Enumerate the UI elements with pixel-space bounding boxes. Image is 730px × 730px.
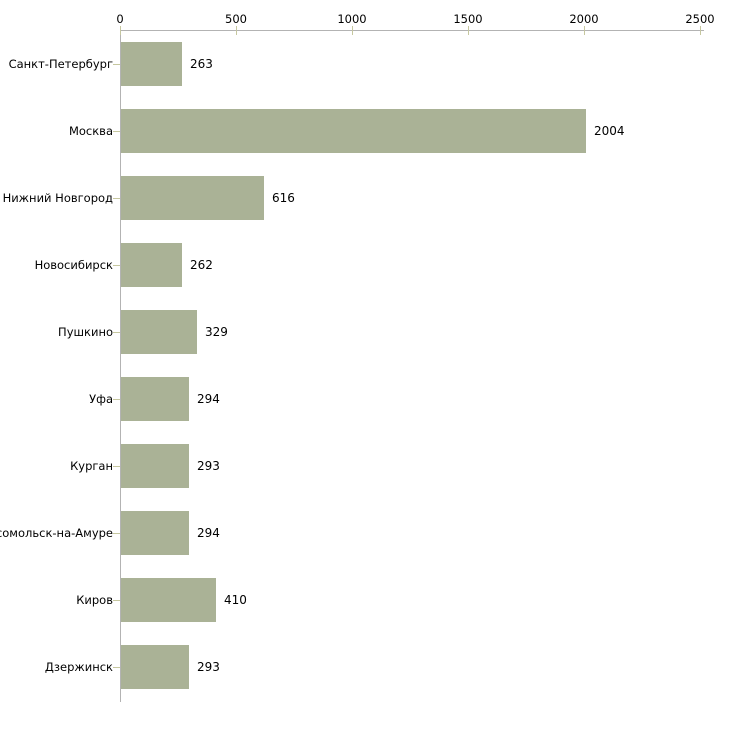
y-axis-tick-mark <box>113 600 120 601</box>
y-axis-tick-mark <box>113 265 120 266</box>
bar-value-label: 616 <box>272 191 295 205</box>
x-axis-tick-mark <box>236 26 237 35</box>
bar <box>121 243 182 287</box>
bar <box>121 310 197 354</box>
category-label: Уфа <box>89 392 113 406</box>
y-axis-tick-mark <box>113 667 120 668</box>
bar-value-label: 262 <box>190 258 213 272</box>
bar <box>121 444 189 488</box>
y-axis-tick-mark <box>113 64 120 65</box>
x-axis-tick-label: 2500 <box>685 12 715 26</box>
y-axis-line <box>120 30 121 702</box>
bar <box>121 109 586 153</box>
x-axis-tick-mark <box>468 26 469 35</box>
x-axis-tick-mark <box>700 26 701 35</box>
bar <box>121 42 182 86</box>
category-label: Курган <box>70 459 113 473</box>
x-axis-tick-label: 1000 <box>337 12 367 26</box>
category-label: мсомольск-на-Амуре <box>0 526 113 540</box>
bar <box>121 377 189 421</box>
y-axis-tick-mark <box>113 466 120 467</box>
category-label: Пушкино <box>58 325 113 339</box>
bar-value-label: 410 <box>224 593 247 607</box>
bar-value-label: 263 <box>190 57 213 71</box>
bar <box>121 578 216 622</box>
category-label: Киров <box>76 593 113 607</box>
bar-value-label: 329 <box>205 325 228 339</box>
x-axis-line <box>120 30 704 31</box>
category-label: Москва <box>68 124 113 138</box>
bar-value-label: 2004 <box>594 124 625 138</box>
x-axis-tick-mark <box>352 26 353 35</box>
category-label: Дзержинск <box>44 660 113 674</box>
bar <box>121 176 264 220</box>
bar <box>121 511 189 555</box>
bar-value-label: 294 <box>197 392 220 406</box>
y-axis-tick-mark <box>113 131 120 132</box>
bar-value-label: 293 <box>197 459 220 473</box>
x-axis-tick-label: 500 <box>225 12 247 26</box>
category-label: Новосибирск <box>34 258 113 272</box>
bar <box>121 645 189 689</box>
x-axis-tick-label: 0 <box>116 12 124 26</box>
x-axis-tick-mark <box>120 26 121 35</box>
category-label: Нижний Новгород <box>2 191 113 205</box>
x-axis-tick-mark <box>584 26 585 35</box>
x-axis-tick-label: 2000 <box>569 12 599 26</box>
bar-value-label: 293 <box>197 660 220 674</box>
y-axis-tick-mark <box>113 332 120 333</box>
y-axis-tick-mark <box>113 399 120 400</box>
x-axis-tick-label: 1500 <box>453 12 483 26</box>
y-axis-tick-mark <box>113 533 120 534</box>
category-label: Санкт-Петербург <box>8 57 113 71</box>
bar-value-label: 294 <box>197 526 220 540</box>
y-axis-tick-mark <box>113 198 120 199</box>
